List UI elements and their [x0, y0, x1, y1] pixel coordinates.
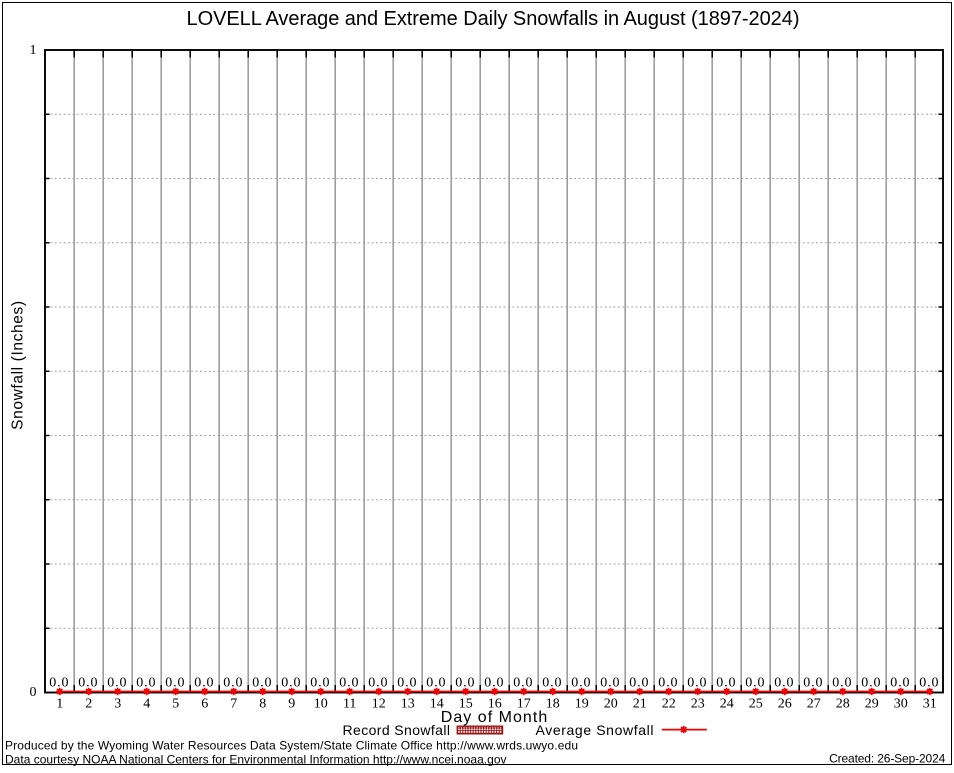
- svg-text:28: 28: [836, 697, 850, 712]
- svg-text:0.0: 0.0: [194, 675, 213, 690]
- svg-text:0.0: 0.0: [687, 675, 706, 690]
- svg-text:0.0: 0.0: [49, 675, 68, 690]
- svg-text:Day of Month: Day of Month: [441, 709, 548, 726]
- svg-text:0.0: 0.0: [571, 675, 590, 690]
- svg-text:0.0: 0.0: [136, 675, 155, 690]
- svg-text:26: 26: [778, 697, 792, 712]
- svg-text:8: 8: [259, 697, 266, 712]
- svg-text:0.0: 0.0: [223, 675, 242, 690]
- svg-text:0.0: 0.0: [658, 675, 677, 690]
- svg-text:13: 13: [401, 697, 415, 712]
- svg-text:0.0: 0.0: [368, 675, 387, 690]
- svg-text:Created: 26-Sep-2024: Created: 26-Sep-2024: [829, 752, 946, 766]
- svg-text:18: 18: [546, 697, 560, 712]
- svg-text:0.0: 0.0: [455, 675, 474, 690]
- svg-text:0.0: 0.0: [513, 675, 532, 690]
- svg-text:21: 21: [633, 697, 647, 712]
- svg-text:3: 3: [114, 697, 121, 712]
- svg-text:0.0: 0.0: [542, 675, 561, 690]
- svg-text:0.0: 0.0: [281, 675, 300, 690]
- svg-text:0.0: 0.0: [774, 675, 793, 690]
- svg-text:0.0: 0.0: [716, 675, 735, 690]
- svg-text:0.0: 0.0: [861, 675, 880, 690]
- svg-text:12: 12: [372, 697, 386, 712]
- svg-text:29: 29: [865, 697, 879, 712]
- svg-text:1: 1: [30, 43, 37, 58]
- svg-text:0: 0: [30, 685, 37, 700]
- svg-text:25: 25: [749, 697, 763, 712]
- svg-text:0.0: 0.0: [107, 675, 126, 690]
- svg-text:Data courtesy NOAA National Ce: Data courtesy NOAA National Centers for …: [5, 753, 507, 767]
- svg-text:17: 17: [517, 697, 531, 712]
- svg-text:16: 16: [488, 697, 502, 712]
- svg-text:0.0: 0.0: [310, 675, 329, 690]
- svg-text:0.0: 0.0: [339, 675, 358, 690]
- svg-text:0.0: 0.0: [397, 675, 416, 690]
- svg-text:7: 7: [230, 697, 237, 712]
- svg-text:LOVELL Average and Extreme Dai: LOVELL Average and Extreme Daily Snowfal…: [187, 8, 800, 30]
- svg-text:14: 14: [430, 697, 444, 712]
- svg-text:0.0: 0.0: [484, 675, 503, 690]
- svg-text:0.0: 0.0: [629, 675, 648, 690]
- svg-text:31: 31: [923, 697, 937, 712]
- svg-text:10: 10: [314, 697, 328, 712]
- svg-text:0.0: 0.0: [745, 675, 764, 690]
- svg-text:27: 27: [807, 697, 821, 712]
- svg-text:0.0: 0.0: [78, 675, 97, 690]
- svg-text:Produced by the Wyoming Water: Produced by the Wyoming Water Resources …: [5, 739, 578, 753]
- svg-text:0.0: 0.0: [803, 675, 822, 690]
- svg-text:4: 4: [143, 697, 150, 712]
- svg-text:0.0: 0.0: [832, 675, 851, 690]
- svg-text:11: 11: [343, 697, 356, 712]
- svg-text:Average Snowfall: Average Snowfall: [536, 722, 654, 738]
- svg-text:Snowfall (Inches): Snowfall (Inches): [9, 301, 26, 430]
- svg-text:0.0: 0.0: [426, 675, 445, 690]
- svg-text:5: 5: [172, 697, 179, 712]
- svg-text:0.0: 0.0: [600, 675, 619, 690]
- svg-text:0.0: 0.0: [890, 675, 909, 690]
- svg-text:0.0: 0.0: [919, 675, 938, 690]
- svg-text:1: 1: [56, 697, 63, 712]
- svg-text:0.0: 0.0: [165, 675, 184, 690]
- svg-text:19: 19: [575, 697, 589, 712]
- svg-text:9: 9: [288, 697, 295, 712]
- svg-text:24: 24: [720, 697, 734, 712]
- svg-text:Record Snowfall: Record Snowfall: [343, 722, 451, 738]
- svg-text:20: 20: [604, 697, 618, 712]
- svg-text:2: 2: [85, 697, 92, 712]
- svg-text:23: 23: [691, 697, 705, 712]
- svg-text:30: 30: [894, 697, 908, 712]
- svg-text:15: 15: [459, 697, 473, 712]
- svg-text:22: 22: [662, 697, 676, 712]
- svg-text:0.0: 0.0: [252, 675, 271, 690]
- svg-text:6: 6: [201, 697, 208, 712]
